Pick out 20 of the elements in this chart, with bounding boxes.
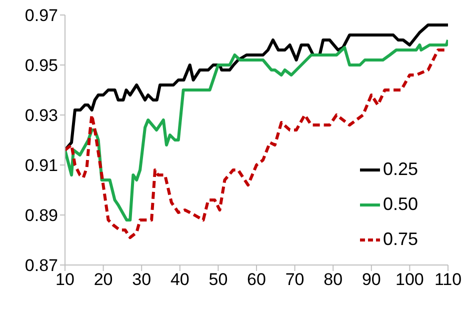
y-tick-label: 0.89 (24, 206, 58, 226)
y-tick-label: 0.95 (24, 56, 58, 76)
x-tick-label: 100 (396, 270, 424, 290)
y-tick-label: 0.93 (24, 106, 58, 126)
x-tick-label: 110 (434, 270, 462, 290)
y-tick-label: 0.87 (24, 256, 58, 276)
x-tick-label: 10 (56, 270, 74, 290)
x-tick-label: 70 (285, 270, 304, 290)
y-tick-label: 0.91 (24, 156, 58, 176)
x-tick-label: 40 (170, 270, 190, 290)
x-tick-label: 50 (208, 270, 228, 290)
legend-label: 0.50 (383, 194, 418, 215)
legend-label: 0.25 (383, 159, 418, 180)
x-tick-label: 90 (362, 270, 381, 290)
x-tick-label: 20 (94, 270, 113, 290)
x-tick-label: 30 (132, 270, 152, 290)
x-tick-label: 60 (247, 270, 266, 290)
legend-label: 0.75 (383, 229, 418, 250)
x-tick-label: 80 (324, 270, 343, 290)
y-tick-label: 0.97 (24, 6, 58, 26)
